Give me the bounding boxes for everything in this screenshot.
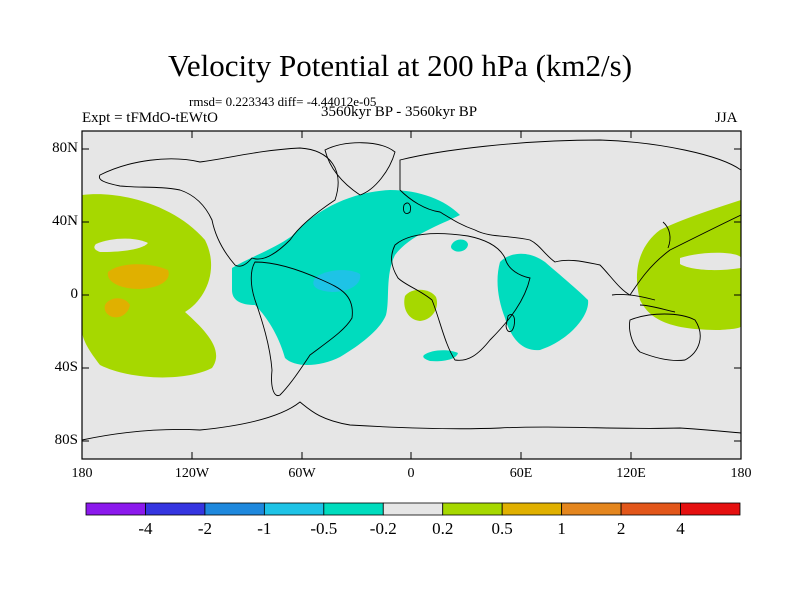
colorbar-label: 1 (557, 519, 566, 538)
negative-region-south-atlantic (423, 350, 458, 362)
lon-label-120e: 120E (616, 466, 646, 481)
coastline-africa (391, 233, 531, 361)
colorbar-label: -4 (138, 519, 153, 538)
experiment-label: Expt = tFMdO-tEWtO (82, 110, 218, 126)
coastline-uk (403, 202, 411, 215)
colorbar-swatch (85, 502, 146, 516)
colorbar-swatch (680, 502, 741, 516)
colorbar (85, 502, 741, 516)
coastline-antarctica (82, 401, 741, 441)
colorbar-swatch (442, 502, 503, 516)
colorbar-label: 0.5 (491, 519, 513, 538)
coastline-madagascar (505, 314, 515, 333)
coastline-greenland (324, 142, 396, 196)
colorbar-swatch (620, 502, 681, 516)
colorbar-label: 0.2 (432, 519, 454, 538)
lat-label-40n: 40N (52, 213, 78, 229)
colorbar-label: -2 (197, 519, 212, 538)
colorbar-swatch (204, 502, 265, 516)
longitude-ticks (191, 131, 632, 459)
lat-label-40s: 40S (54, 359, 78, 375)
chart-title: Velocity Potential at 200 hPa (km2/s) (167, 48, 633, 83)
coastline-south-america (250, 261, 353, 397)
lon-label-0: 0 (407, 466, 415, 481)
neutral-hole-pacific (94, 238, 148, 252)
negative-region-indian-ocean (497, 253, 589, 351)
negative-core-amazon (313, 270, 361, 292)
lon-label-60e: 60E (509, 466, 533, 481)
colorbar-label: 4 (676, 519, 685, 538)
lon-label-180-east: 180 (730, 466, 752, 481)
colorbar-swatch (501, 502, 563, 516)
period-label: 3560kyr BP - 3560kyr BP (321, 104, 478, 120)
colorbar-swatch (561, 502, 622, 516)
lon-label-180-west: 180 (71, 466, 93, 481)
colorbar-label: -1 (257, 519, 272, 538)
neutral-hole-west-pacific (680, 252, 741, 271)
positive-core-east-pacific (107, 264, 169, 289)
coastline-north-america (98, 147, 339, 267)
lat-label-80n: 80N (52, 140, 78, 156)
positive-core-east-pacific-south (104, 298, 130, 318)
coastline-eurasia (399, 139, 741, 296)
coastlines (82, 139, 741, 441)
colorbar-label: -0.5 (310, 519, 338, 538)
season-label: JJA (715, 110, 738, 126)
colorbar-swatch (382, 502, 444, 516)
lon-label-60w: 60W (288, 466, 316, 481)
colorbar-label: 2 (616, 519, 626, 538)
coastline-indonesia (611, 293, 676, 313)
latitude-ticks (82, 148, 741, 442)
coastline-australia (629, 313, 701, 361)
lat-label-80s: 80S (54, 432, 78, 448)
colorbar-swatch (323, 502, 384, 516)
coastline-japan (662, 221, 671, 249)
negative-region-mediterranean (451, 239, 468, 252)
stats-text: rmsd= 0.223343 diff= -4.44012e-05 (189, 94, 377, 109)
lat-label-0: 0 (70, 286, 79, 302)
colorbar-swatch (145, 502, 206, 516)
colorbar-swatch (263, 502, 325, 516)
colorbar-label: -0.2 (369, 519, 397, 538)
lon-label-120w: 120W (174, 466, 210, 481)
